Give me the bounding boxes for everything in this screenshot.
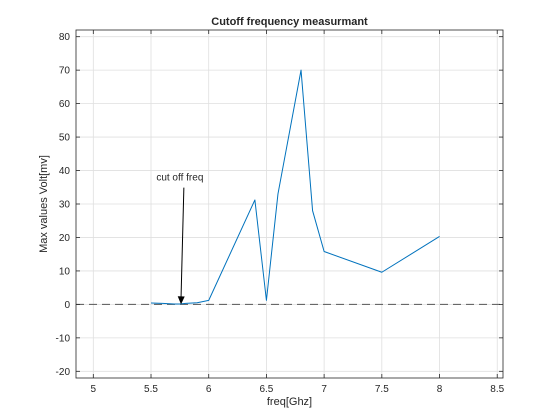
annotation-text: cut off freq [156,173,203,184]
x-tick-label: 6.5 [259,384,273,395]
chart-title: Cutoff frequency measurmant [211,16,368,28]
x-tick-label: 7.5 [375,384,389,395]
annotation-group: cut off freq [156,173,203,305]
y-tick-label: 20 [59,233,71,244]
y-tick-label: 10 [59,266,71,277]
y-tick-label: 40 [59,166,71,177]
y-tick-label: 80 [59,32,71,43]
x-axis-label: freq[Ghz] [267,396,312,408]
x-tick-label: 7 [321,384,327,395]
x-tick-label: 5.5 [144,384,158,395]
x-tick-label: 5 [91,384,97,395]
annotation-arrow-head [177,296,185,305]
y-tick-label: 0 [64,300,70,311]
y-tick-label: 70 [59,66,71,77]
y-tick-label: 50 [59,133,71,144]
x-tick-label: 8.5 [490,384,504,395]
y-tick-label: 60 [59,99,71,110]
y-tick-label: -20 [56,367,71,378]
x-tick-label: 8 [437,384,443,395]
annotation-arrow-shaft [180,187,185,299]
x-tick-label: 6 [206,384,212,395]
y-axis-ticks: -20 -10 0 10 20 30 40 50 60 70 80 [56,32,503,378]
series-group [150,69,440,305]
y-axis-label: Max values Volt[mv] [38,155,50,253]
y-tick-label: 30 [59,200,71,211]
x-axis-ticks: 5 5.5 6 6.5 7 7.5 8 8.5 [91,30,505,395]
y-tick-label: -10 [56,333,71,344]
